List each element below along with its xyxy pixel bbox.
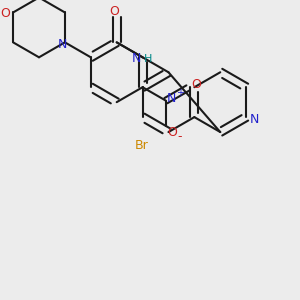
Text: Br: Br [134, 139, 148, 152]
Text: N: N [58, 38, 68, 51]
Text: H: H [144, 54, 153, 64]
Text: O: O [109, 5, 118, 19]
Text: +: + [176, 88, 184, 98]
Text: N: N [132, 52, 141, 65]
Text: N: N [167, 92, 177, 105]
Text: O: O [0, 7, 10, 20]
Text: O: O [191, 79, 201, 92]
Text: -: - [178, 130, 182, 142]
Text: O: O [167, 126, 177, 139]
Text: N: N [249, 112, 259, 126]
